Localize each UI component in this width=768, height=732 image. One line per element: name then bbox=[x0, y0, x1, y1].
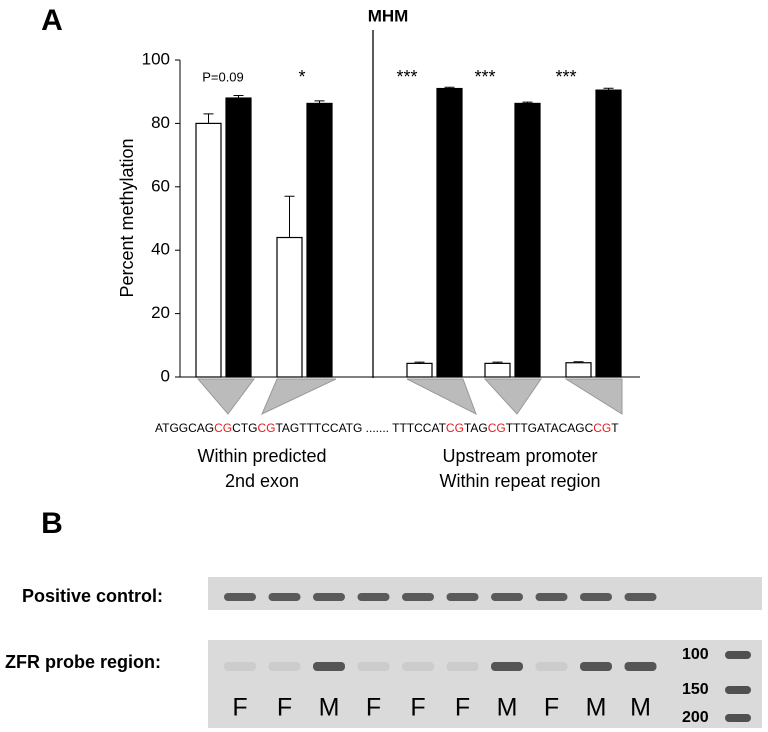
bar bbox=[276, 236, 303, 378]
gel-band bbox=[357, 593, 390, 601]
sequence-segment: CTG bbox=[232, 421, 257, 435]
bar bbox=[595, 89, 622, 378]
lane-label: F bbox=[544, 694, 559, 722]
annotation: * bbox=[298, 67, 305, 87]
gel-strip bbox=[208, 577, 762, 610]
bar bbox=[406, 362, 433, 378]
gel-band bbox=[624, 662, 657, 671]
bar bbox=[484, 362, 511, 378]
ladder-band bbox=[725, 714, 751, 722]
ladder-label: 100 bbox=[682, 646, 709, 663]
gel-strip bbox=[208, 640, 762, 728]
panel-label: B bbox=[41, 507, 63, 540]
y-tick-label: 0 bbox=[161, 366, 170, 385]
ladder-band bbox=[725, 651, 751, 659]
lane-label: M bbox=[586, 694, 607, 722]
gel-band bbox=[535, 662, 568, 671]
cpg-pointers bbox=[196, 378, 623, 416]
error-bar bbox=[284, 195, 295, 238]
gel-band bbox=[580, 593, 612, 601]
error-bar bbox=[492, 361, 503, 364]
error-bar bbox=[603, 87, 614, 91]
y-tick-label: 60 bbox=[151, 176, 170, 195]
gel-band bbox=[224, 662, 256, 671]
error-bar bbox=[573, 361, 584, 363]
y-axis-label: Percent methylation bbox=[117, 138, 137, 297]
gel-row-label: Positive control: bbox=[22, 586, 163, 606]
annotation: P=0.09 bbox=[202, 69, 244, 84]
lane-label: M bbox=[630, 694, 651, 722]
y-tick-label: 80 bbox=[151, 113, 170, 132]
sequence-segment: CG bbox=[214, 421, 232, 435]
error-bar bbox=[314, 100, 325, 104]
gel-band bbox=[491, 593, 523, 601]
error-bar bbox=[414, 361, 425, 364]
bar bbox=[514, 102, 541, 378]
gel-band bbox=[446, 662, 479, 671]
region-label: Within repeat region bbox=[439, 471, 600, 491]
lane-label: M bbox=[497, 694, 518, 722]
gel-band bbox=[535, 593, 568, 601]
bar bbox=[565, 362, 592, 378]
gel-band bbox=[624, 593, 657, 601]
y-tick-label: 20 bbox=[151, 303, 170, 322]
error-bar bbox=[233, 95, 244, 99]
bar bbox=[225, 97, 252, 378]
error-bar bbox=[203, 113, 214, 124]
lane-label: F bbox=[277, 694, 292, 722]
error-bar bbox=[444, 86, 455, 89]
sequence: ATGGCAGCGCTGCGTAGTTTCCATG ....... TTTCCA… bbox=[155, 421, 619, 435]
annotation: *** bbox=[474, 67, 495, 87]
y-tick-label: 40 bbox=[151, 240, 170, 259]
gel-band bbox=[402, 593, 434, 601]
bar bbox=[306, 102, 333, 378]
bar bbox=[195, 122, 222, 378]
lane-label: M bbox=[319, 694, 340, 722]
gel-band bbox=[580, 662, 612, 671]
lane-label: F bbox=[232, 694, 247, 722]
lane-label: F bbox=[410, 694, 425, 722]
panel-label: A bbox=[41, 4, 63, 37]
ladder-label: 200 bbox=[682, 709, 709, 726]
gel-band bbox=[491, 662, 523, 671]
gel-row-label: ZFR probe region: bbox=[5, 652, 161, 672]
gel-band bbox=[313, 593, 345, 601]
region-label: 2nd exon bbox=[225, 471, 299, 491]
bar bbox=[436, 87, 463, 378]
gel-band bbox=[224, 593, 256, 601]
sequence-segment: CG bbox=[257, 421, 275, 435]
divider-label: MHM bbox=[368, 6, 409, 25]
sequence-segment: ATGGCAG bbox=[155, 421, 214, 435]
y-tick-label: 100 bbox=[142, 49, 170, 68]
ladder-label: 150 bbox=[682, 681, 709, 698]
ladder-band bbox=[725, 686, 751, 694]
sequence-segment: TTTGATACAGC bbox=[506, 421, 594, 435]
region-label: Within predicted bbox=[197, 446, 326, 466]
gel-band bbox=[268, 662, 301, 671]
sequence-segment: T bbox=[611, 421, 619, 435]
gel-band bbox=[357, 662, 390, 671]
lane-label: F bbox=[366, 694, 381, 722]
gel-band bbox=[268, 593, 301, 601]
gel-band bbox=[402, 662, 434, 671]
annotation: *** bbox=[396, 67, 417, 87]
sequence-segment: TAG bbox=[464, 421, 488, 435]
sequence-segment: TAGTTTCCATG ....... TTTCCAT bbox=[275, 421, 446, 435]
gel-band bbox=[446, 593, 479, 601]
gel-band bbox=[313, 662, 345, 671]
lane-label: F bbox=[455, 694, 470, 722]
sequence-segment: CG bbox=[446, 421, 464, 435]
error-bar bbox=[522, 101, 533, 104]
sequence-segment: CG bbox=[593, 421, 611, 435]
annotation: *** bbox=[555, 67, 576, 87]
sequence-segment: CG bbox=[488, 421, 506, 435]
region-label: Upstream promoter bbox=[442, 446, 597, 466]
